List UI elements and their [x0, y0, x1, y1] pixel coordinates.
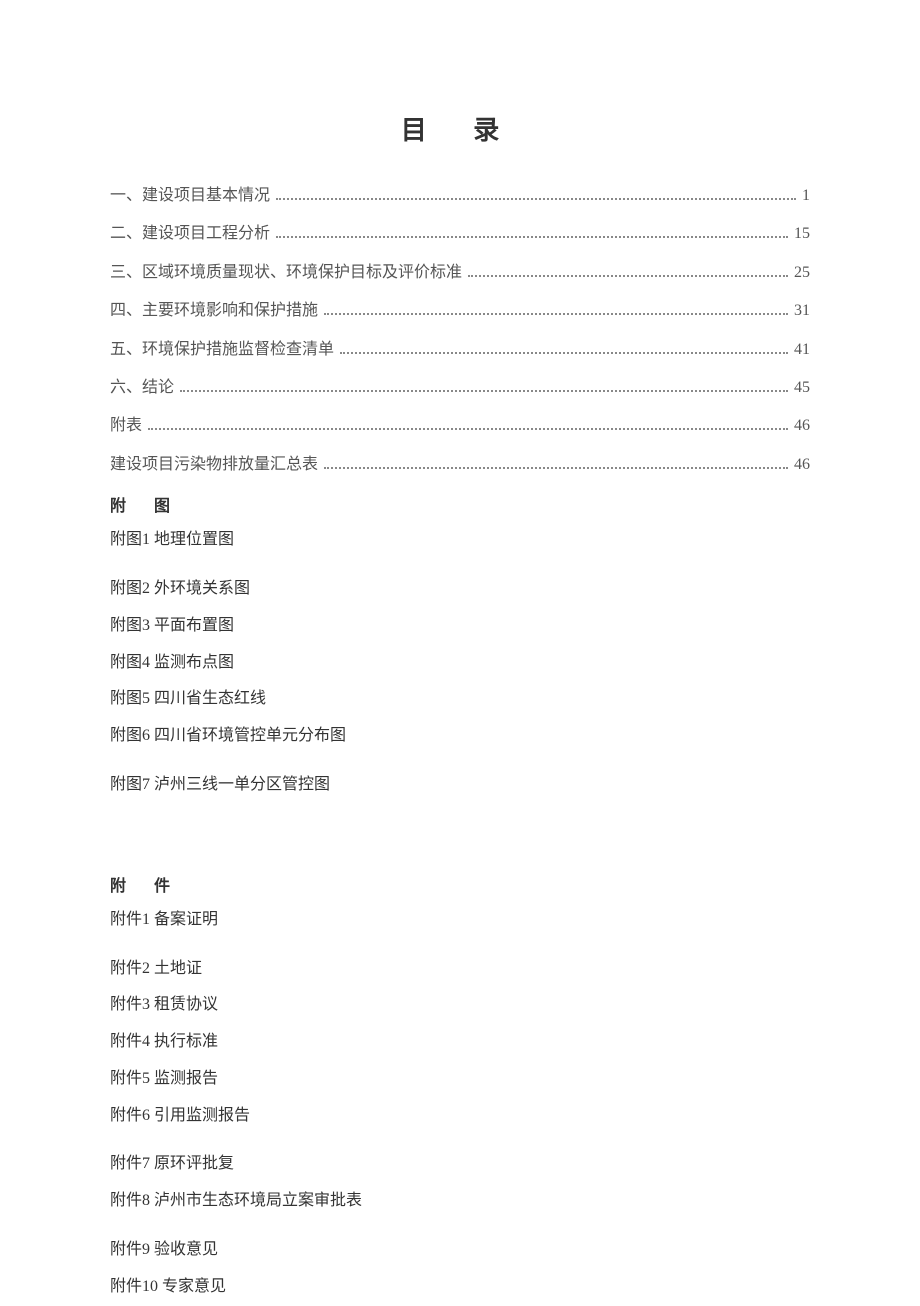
- toc-entry-label: 四、主要环境影响和保护措施: [110, 292, 318, 330]
- toc-dots: [148, 428, 788, 430]
- attachment-item: 附件9 验收意见: [110, 1232, 810, 1269]
- toc-entry: 三、区域环境质量现状、环境保护目标及评价标准 25: [110, 254, 810, 292]
- toc-entry-page: 1: [802, 177, 810, 215]
- toc-dots: [276, 236, 788, 238]
- toc-entry: 附表 46: [110, 407, 810, 445]
- toc-entry-label: 三、区域环境质量现状、环境保护目标及评价标准: [110, 254, 462, 292]
- toc-dots: [468, 275, 788, 277]
- toc-entry: 一、建设项目基本情况 1: [110, 177, 810, 215]
- attachment-item: 附件10 专家意见: [110, 1269, 810, 1306]
- toc-entry-page: 31: [794, 292, 810, 330]
- figure-item: 附图7 泸州三线一单分区管控图: [110, 767, 810, 804]
- attachments-list: 附件1 备案证明 附件2 土地证 附件3 租赁协议 附件4 执行标准 附件5 监…: [110, 902, 810, 1306]
- toc-title: 目 录: [110, 110, 810, 147]
- toc-dots: [340, 352, 788, 354]
- toc-dots: [324, 313, 788, 315]
- toc-dots: [276, 198, 796, 200]
- toc-entry-label: 六、结论: [110, 369, 174, 407]
- attachment-item: 附件4 执行标准: [110, 1024, 810, 1061]
- attachments-heading: 附 件: [110, 872, 810, 896]
- attachment-item: 附件6 引用监测报告: [110, 1098, 810, 1135]
- figures-list: 附图1 地理位置图 附图2 外环境关系图 附图3 平面布置图 附图4 监测布点图…: [110, 522, 810, 804]
- toc-entry: 五、环境保护措施监督检查清单 41: [110, 331, 810, 369]
- toc-entry: 六、结论 45: [110, 369, 810, 407]
- figures-heading: 附 图: [110, 492, 810, 516]
- toc-entry-page: 46: [794, 446, 810, 484]
- toc-entry: 四、主要环境影响和保护措施 31: [110, 292, 810, 330]
- toc-entry-page: 25: [794, 254, 810, 292]
- toc-dots: [324, 467, 788, 469]
- toc-entry-page: 45: [794, 369, 810, 407]
- toc-dots: [180, 390, 788, 392]
- attachment-item: 附件5 监测报告: [110, 1061, 810, 1098]
- toc-entry-label: 五、环境保护措施监督检查清单: [110, 331, 334, 369]
- figure-item: 附图1 地理位置图: [110, 522, 810, 559]
- attachment-item: 附件1 备案证明: [110, 902, 810, 939]
- figure-item: 附图2 外环境关系图: [110, 571, 810, 608]
- attachment-item: 附件7 原环评批复: [110, 1146, 810, 1183]
- toc-entry-label: 一、建设项目基本情况: [110, 177, 270, 215]
- attachment-item: 附件2 土地证: [110, 951, 810, 988]
- figure-item: 附图6 四川省环境管控单元分布图: [110, 718, 810, 755]
- attachment-item: 附件8 泸州市生态环境局立案审批表: [110, 1183, 810, 1220]
- toc-entry-page: 46: [794, 407, 810, 445]
- toc-entry-label: 二、建设项目工程分析: [110, 215, 270, 253]
- attachment-item: 附件3 租赁协议: [110, 987, 810, 1024]
- toc-entry: 建设项目污染物排放量汇总表 46: [110, 446, 810, 484]
- toc-entry-page: 41: [794, 331, 810, 369]
- toc-entry-page: 15: [794, 215, 810, 253]
- toc-section: 一、建设项目基本情况 1 二、建设项目工程分析 15 三、区域环境质量现状、环境…: [110, 177, 810, 484]
- figure-item: 附图5 四川省生态红线: [110, 681, 810, 718]
- toc-entry-label: 建设项目污染物排放量汇总表: [110, 446, 318, 484]
- figure-item: 附图3 平面布置图: [110, 608, 810, 645]
- figure-item: 附图4 监测布点图: [110, 645, 810, 682]
- toc-entry: 二、建设项目工程分析 15: [110, 215, 810, 253]
- toc-entry-label: 附表: [110, 407, 142, 445]
